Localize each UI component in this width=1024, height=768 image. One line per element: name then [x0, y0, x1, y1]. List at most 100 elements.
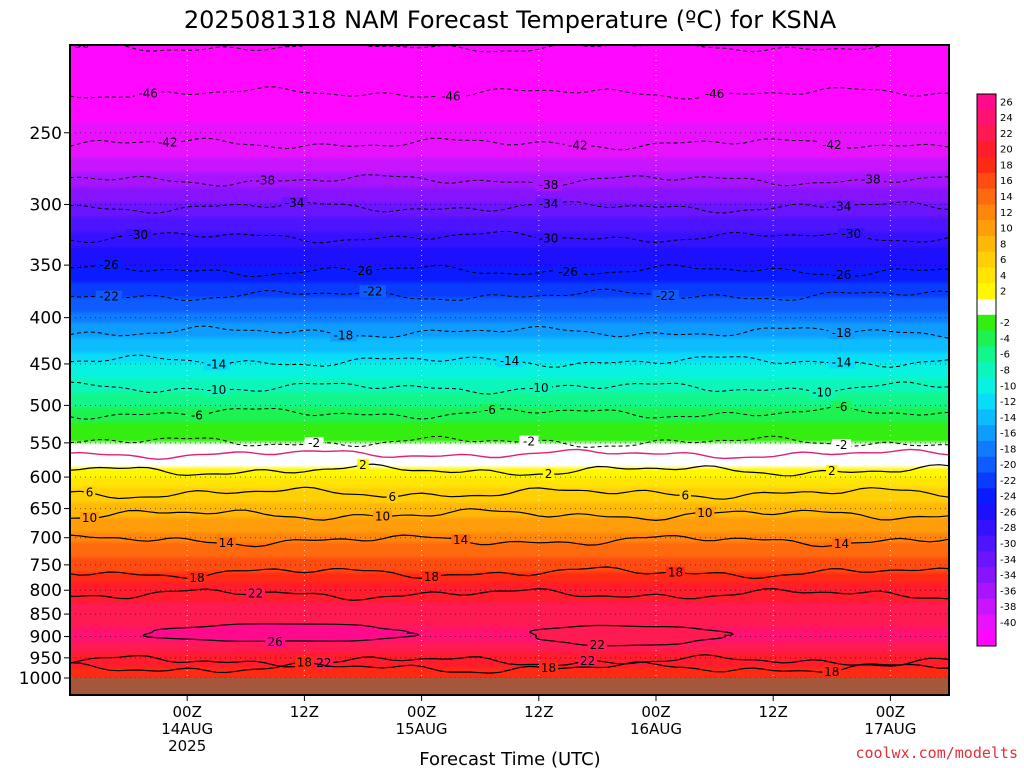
y-tick-label: 600: [30, 468, 62, 488]
colorbar-swatch: [977, 314, 996, 332]
colorbar-label: -36: [1000, 586, 1016, 597]
contour-line: [70, 406, 949, 420]
contour-label-backdrop: [828, 269, 855, 282]
plot-area: -50 -46 -46 -46 -42 -42 -42 -38 -38 -38 -34 -34 -34 -…: [70, 45, 949, 695]
temperature-contours: -50 -46 -46 -46 -42 -42 -42 -38 -38 -38 -34 -34 -34 -…: [70, 45, 949, 679]
contour-label-backdrop: [695, 506, 715, 519]
x-tick-label: 12Z: [759, 703, 788, 721]
colorbar-label: -34: [1000, 555, 1016, 566]
colorbar-swatch: [977, 346, 996, 363]
contour-label: 2: [545, 467, 553, 481]
contour-label: -26: [832, 268, 852, 282]
contour-label: 6: [681, 489, 689, 503]
contour-line: [70, 230, 949, 244]
x-axis-label: Forecast Time (UTC): [419, 749, 600, 768]
contour-label-backdrop: [330, 329, 357, 342]
contour-line: [70, 325, 949, 339]
contour-label: -6: [191, 408, 203, 422]
contour-label-backdrop: [294, 656, 314, 669]
y-tick-label: 300: [30, 195, 62, 215]
colorbar-label: -8: [1000, 366, 1010, 377]
colorbar-swatch: [977, 251, 996, 268]
contour-label: 18: [824, 665, 839, 679]
contour-label-backdrop: [359, 285, 387, 298]
contour-label-backdrop: [578, 654, 598, 667]
colorbar-swatch: [977, 377, 996, 395]
contour-label: -34: [539, 197, 559, 211]
contour-label-backdrop: [652, 289, 680, 302]
contour-label-backdrop: [822, 665, 842, 678]
contour-line: [70, 86, 949, 100]
contour-label-backdrop: [832, 537, 852, 550]
contour-label: -38: [256, 173, 276, 187]
contour-line: [70, 137, 949, 151]
contour-label-backdrop: [203, 358, 230, 371]
contour-label: -14: [500, 354, 520, 368]
colorbar-label: -38: [1000, 602, 1016, 613]
colorbar-swatch: [977, 440, 996, 458]
colorbar-label: 6: [1000, 255, 1006, 266]
contour-label-backdrop: [203, 384, 230, 397]
contour-label: 18: [297, 655, 312, 669]
contour-label: 22: [316, 656, 331, 670]
x-tick-label: 15AUG: [396, 720, 448, 738]
contour-line: [70, 463, 949, 477]
colorbar-label: -28: [1000, 523, 1016, 534]
y-tick-label: 250: [30, 124, 62, 144]
colorbar-swatch: [977, 157, 996, 174]
pressure-axis: 250 300 350 400 450 500 550 600 650 700 750 800 850 9…: [19, 124, 70, 689]
contour-label: -46: [705, 87, 725, 101]
contour-label-backdrop: [564, 139, 592, 152]
contour-label-backdrop: [701, 88, 728, 101]
x-tick-label: 17AUG: [864, 720, 916, 738]
y-tick-label: 800: [30, 581, 62, 601]
y-tick-label: 750: [30, 556, 62, 576]
contour-label: -26: [353, 264, 373, 278]
colorbar-label: 12: [1000, 208, 1013, 219]
contour-line: [70, 264, 949, 278]
y-tick-label: 900: [30, 628, 62, 648]
contour-label: 14: [834, 537, 849, 551]
contour-label-backdrop: [265, 635, 286, 648]
colorbar-label: 14: [1000, 192, 1013, 203]
y-tick-label: 350: [30, 256, 62, 276]
x-tick-label: 00Z: [173, 703, 202, 721]
contour-label-backdrop: [542, 468, 555, 481]
contour-line: [70, 654, 949, 668]
colorbar-frame: [976, 93, 997, 647]
colorbar-swatch: [977, 614, 996, 631]
contour-label-backdrop: [373, 510, 393, 523]
contour-label: -26: [99, 258, 119, 272]
contour-label: -2: [523, 435, 535, 449]
inner-contour: [529, 624, 735, 647]
colorbar-label: -16: [1000, 429, 1016, 440]
temperature-field: [70, 45, 949, 695]
contour-label-backdrop: [437, 90, 465, 103]
x-tick-label: 00Z: [876, 703, 905, 721]
colorbar-label: 2: [1000, 287, 1006, 298]
colorbar-label: 26: [1000, 97, 1013, 108]
y-tick-label: 850: [30, 605, 62, 625]
colorbar-swatch: [977, 567, 996, 584]
contour-label-backdrop: [187, 571, 207, 584]
credit-link[interactable]: coolwx.com/modelts: [855, 744, 1018, 762]
contour-line: [70, 174, 949, 187]
contour-label: -34: [285, 196, 305, 210]
y-tick-label: 950: [30, 649, 62, 669]
colorbar-label: -26: [1000, 507, 1016, 518]
terrain-band: [70, 678, 949, 695]
contour-label: -42: [158, 135, 178, 149]
contour-label-backdrop: [70, 45, 94, 51]
colorbar-swatch: [977, 299, 996, 316]
colorbar-label: -40: [1000, 618, 1016, 629]
contour-label-backdrop: [357, 458, 369, 471]
colorbar-swatch: [977, 362, 996, 379]
colorbar-swatch: [977, 141, 996, 158]
contour-label: -22: [656, 289, 676, 303]
contour-label-backdrop: [838, 228, 865, 241]
colorbar-swatch: [977, 425, 996, 442]
x-tick-label: 12Z: [524, 703, 553, 721]
contour-line: [70, 486, 949, 500]
x-tick-label: 00Z: [641, 703, 670, 721]
